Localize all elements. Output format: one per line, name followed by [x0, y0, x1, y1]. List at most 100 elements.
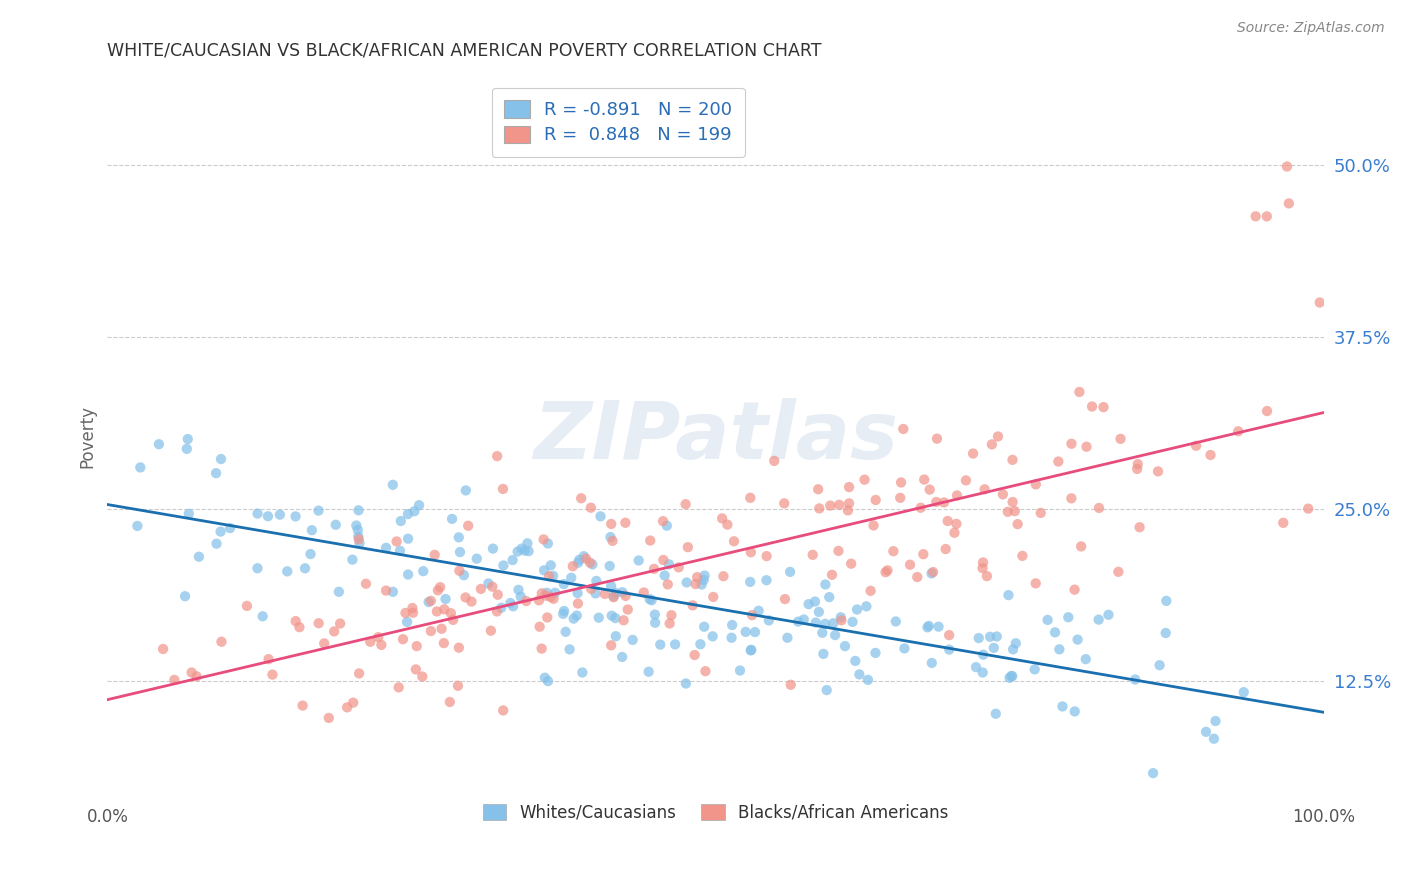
- Point: [1076, 440, 1098, 454]
- Point: [544, 586, 567, 600]
- Point: [652, 514, 675, 528]
- Point: [1063, 705, 1085, 719]
- Point: [529, 620, 551, 634]
- Point: [419, 594, 441, 608]
- Point: [515, 594, 537, 608]
- Point: [389, 514, 412, 528]
- Point: [385, 534, 408, 549]
- Point: [530, 586, 553, 600]
- Point: [936, 514, 959, 528]
- Point: [405, 639, 427, 653]
- Point: [257, 652, 280, 666]
- Point: [506, 544, 529, 558]
- Point: [997, 505, 1019, 519]
- Point: [748, 604, 770, 618]
- Point: [433, 636, 456, 650]
- Point: [536, 610, 558, 624]
- Point: [943, 525, 966, 540]
- Point: [600, 638, 623, 652]
- Point: [627, 553, 650, 567]
- Point: [614, 589, 637, 603]
- Point: [176, 442, 198, 456]
- Point: [716, 517, 738, 532]
- Point: [834, 639, 856, 653]
- Point: [983, 640, 1005, 655]
- Point: [392, 632, 415, 647]
- Point: [1001, 495, 1024, 509]
- Point: [600, 579, 623, 593]
- Point: [793, 613, 815, 627]
- Point: [572, 549, 595, 564]
- Point: [540, 558, 562, 573]
- Point: [1060, 436, 1083, 450]
- Point: [262, 667, 284, 681]
- Point: [965, 660, 987, 674]
- Point: [433, 602, 456, 616]
- Point: [898, 558, 921, 572]
- Point: [683, 648, 706, 662]
- Point: [917, 620, 939, 634]
- Point: [1047, 642, 1070, 657]
- Point: [1057, 610, 1080, 624]
- Point: [447, 679, 470, 693]
- Point: [734, 624, 756, 639]
- Point: [675, 676, 697, 690]
- Point: [381, 584, 404, 599]
- Point: [502, 599, 524, 614]
- Point: [702, 590, 724, 604]
- Point: [457, 518, 479, 533]
- Point: [862, 518, 884, 533]
- Point: [426, 583, 449, 598]
- Point: [328, 584, 350, 599]
- Point: [344, 518, 367, 533]
- Point: [1004, 504, 1026, 518]
- Point: [1199, 448, 1222, 462]
- Point: [855, 599, 877, 614]
- Point: [543, 591, 565, 606]
- Point: [513, 543, 536, 558]
- Point: [779, 565, 801, 579]
- Point: [932, 495, 955, 509]
- Point: [308, 616, 330, 631]
- Point: [1244, 210, 1267, 224]
- Point: [986, 630, 1008, 644]
- Point: [741, 608, 763, 623]
- Point: [561, 559, 583, 574]
- Point: [638, 533, 661, 548]
- Point: [804, 615, 827, 630]
- Point: [859, 583, 882, 598]
- Text: ZIPatlas: ZIPatlas: [533, 398, 898, 475]
- Point: [581, 558, 603, 572]
- Point: [412, 564, 434, 578]
- Point: [755, 549, 778, 563]
- Point: [246, 507, 269, 521]
- Point: [482, 541, 505, 556]
- Point: [865, 492, 887, 507]
- Point: [152, 642, 174, 657]
- Point: [533, 563, 555, 577]
- Point: [921, 566, 943, 581]
- Point: [148, 437, 170, 451]
- Point: [980, 437, 1002, 451]
- Point: [962, 446, 984, 460]
- Point: [284, 509, 307, 524]
- Point: [430, 622, 453, 636]
- Point: [599, 559, 621, 574]
- Point: [1029, 506, 1052, 520]
- Point: [429, 580, 451, 594]
- Point: [257, 509, 280, 524]
- Point: [314, 636, 336, 650]
- Point: [1309, 295, 1331, 310]
- Point: [1129, 520, 1152, 534]
- Point: [325, 517, 347, 532]
- Point: [846, 602, 869, 616]
- Point: [423, 548, 446, 562]
- Point: [585, 574, 607, 588]
- Point: [567, 586, 589, 600]
- Point: [1025, 576, 1047, 591]
- Point: [972, 556, 994, 570]
- Point: [1043, 625, 1066, 640]
- Point: [664, 637, 686, 651]
- Point: [1109, 432, 1132, 446]
- Point: [359, 635, 381, 649]
